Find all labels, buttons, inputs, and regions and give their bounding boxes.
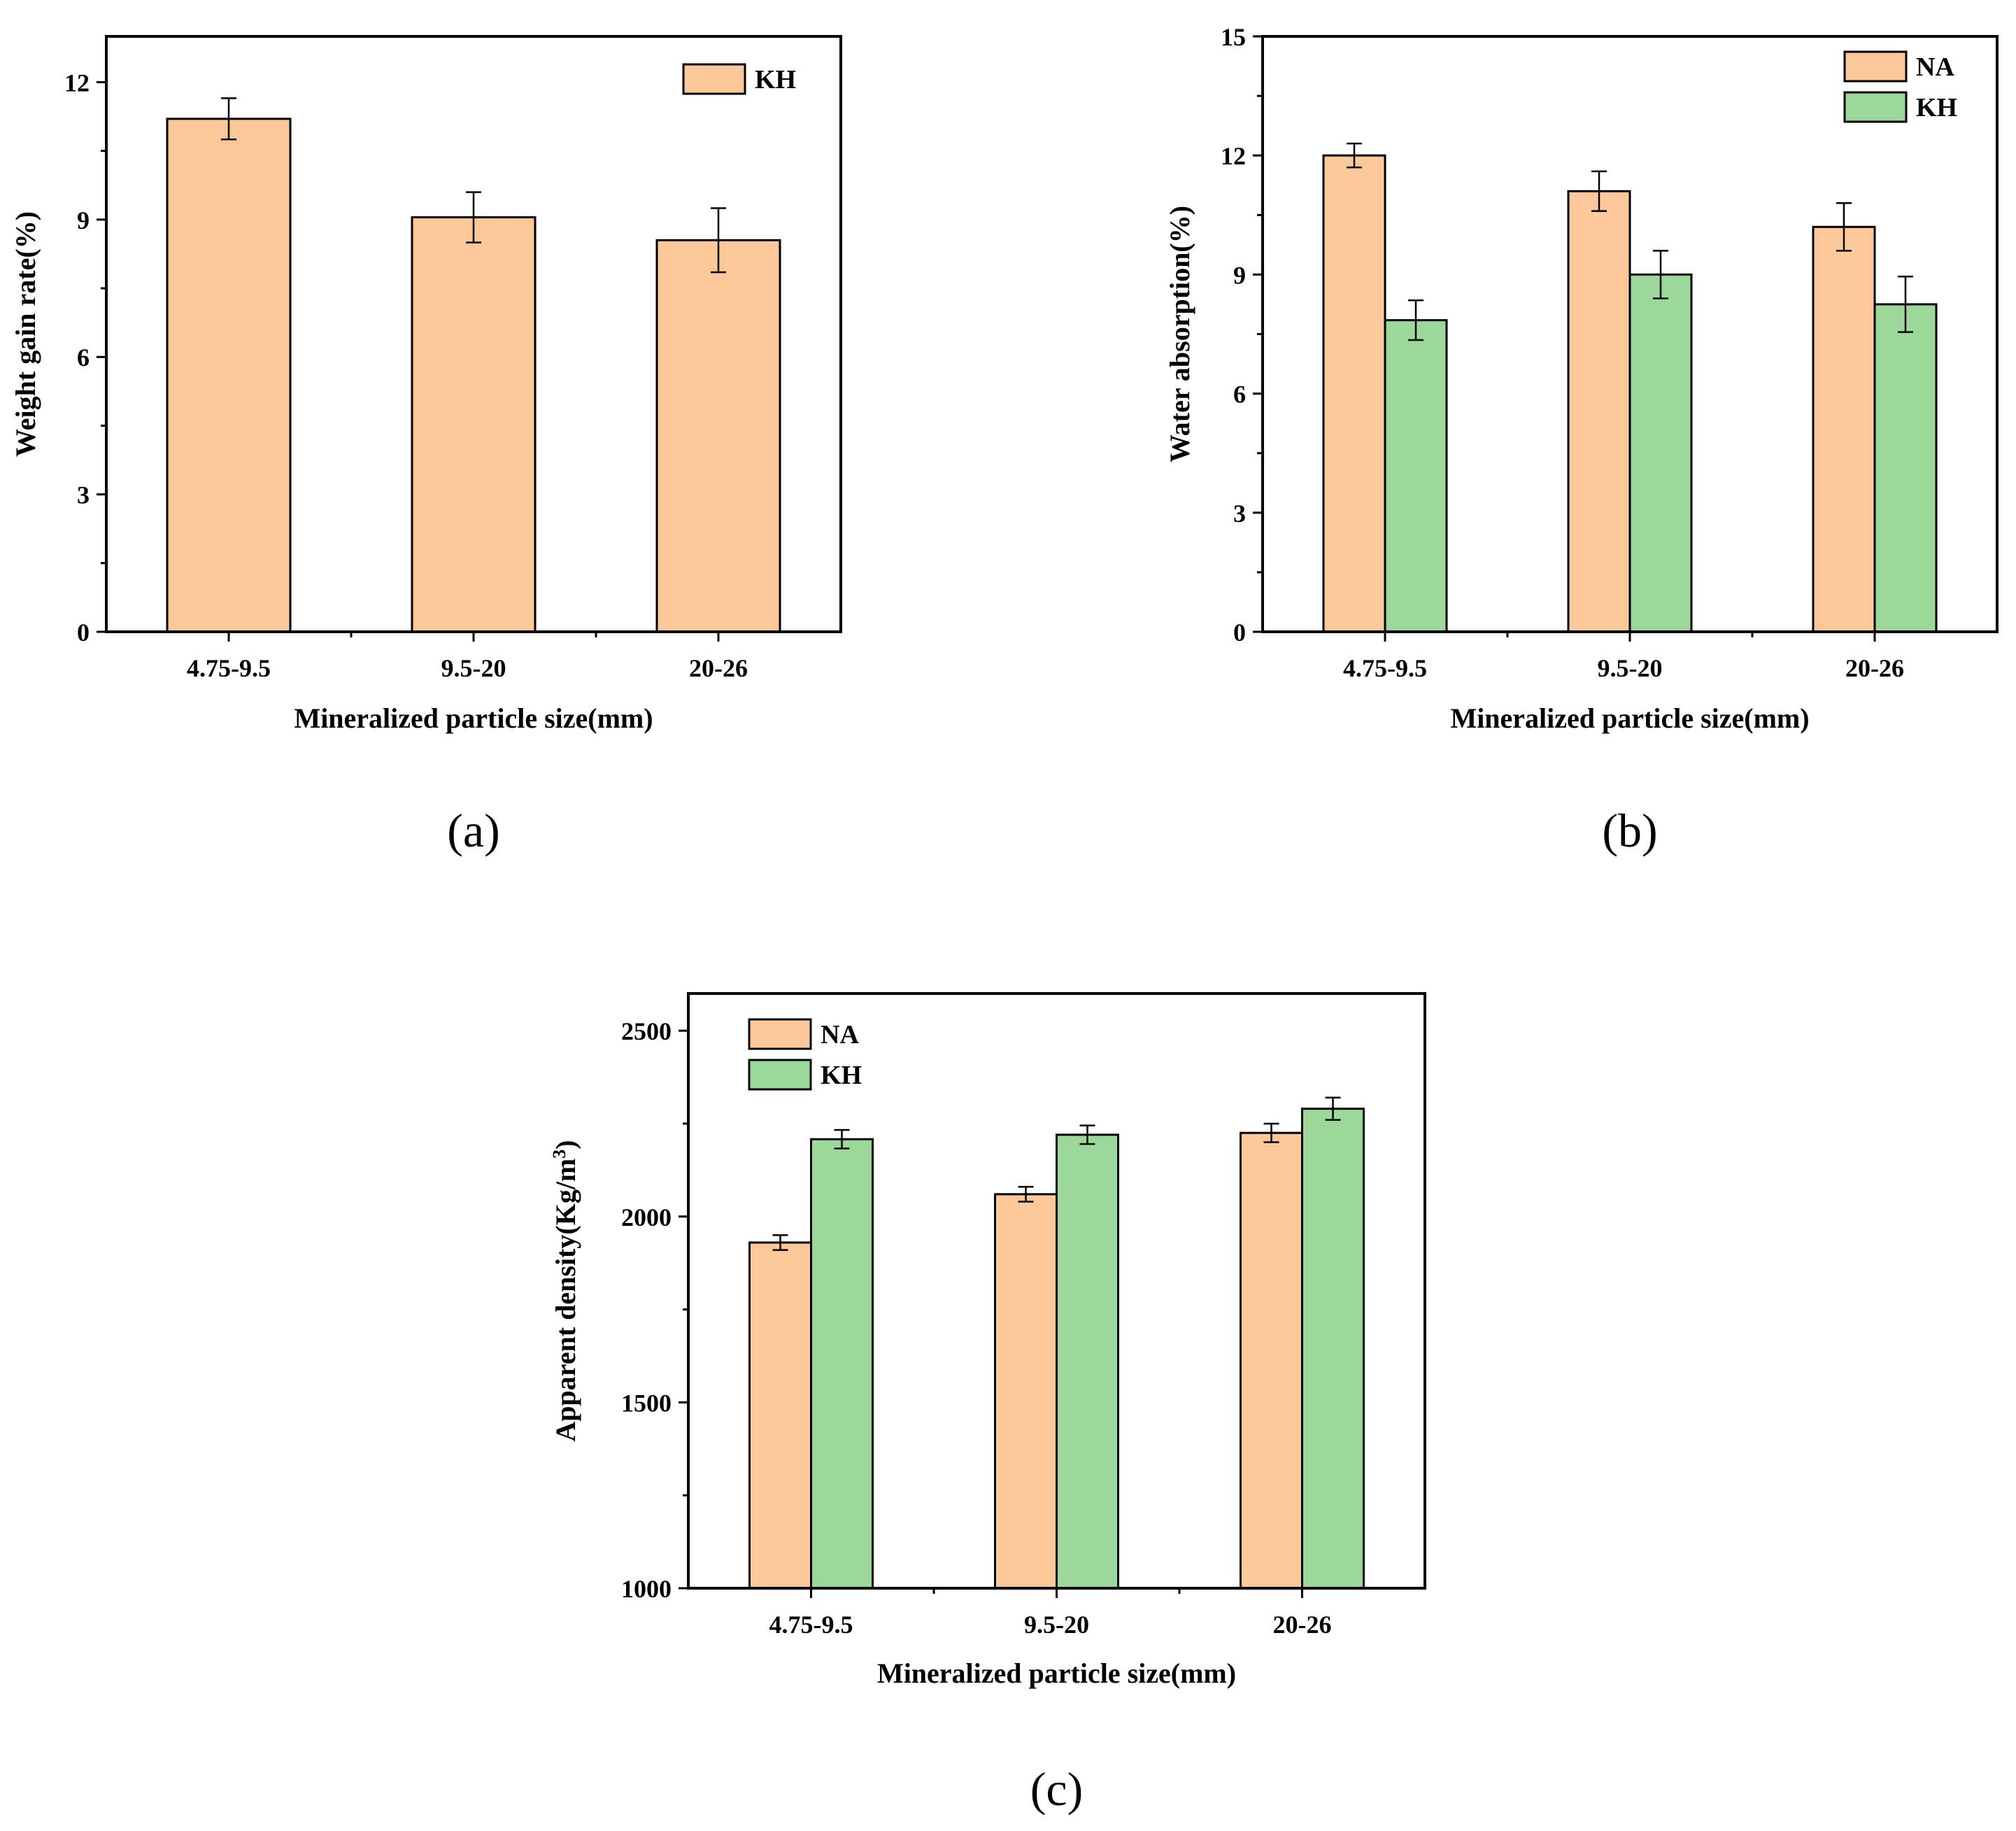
legend-swatch-na	[1843, 50, 1908, 83]
legend-label-na: NA	[821, 1020, 859, 1049]
legend-swatch-kh	[682, 63, 746, 95]
y-tick-label: 2500	[621, 1017, 672, 1045]
y-axis-title-text: Apparent density(Kg/m	[550, 1159, 581, 1442]
y-axis-title-close: )	[550, 1140, 581, 1149]
y-tick-label: 3	[77, 481, 90, 509]
panel-label: (c)	[1030, 1762, 1083, 1816]
legend-swatch-kh	[1843, 91, 1908, 123]
bar-kh-1	[166, 118, 292, 633]
y-tick-label: 9	[77, 206, 90, 234]
x-tick-label: 4.75-9.5	[769, 1611, 853, 1639]
y-tick-label: 6	[1233, 381, 1246, 409]
panel-label: (b)	[1602, 804, 1657, 857]
x-tick-label: 9.5-20	[441, 654, 506, 682]
y-axis-title: Water absorption(%)	[1164, 206, 1195, 462]
y-tick-label: 2000	[621, 1203, 672, 1231]
bar-na-3	[1240, 1131, 1303, 1590]
x-tick-label: 4.75-9.5	[1343, 654, 1427, 682]
bar-na-3	[1812, 225, 1876, 633]
bar-na-1	[748, 1241, 812, 1590]
y-tick-label: 1500	[621, 1389, 672, 1417]
legend-label-kh: KH	[821, 1061, 862, 1090]
legend-label-kh: KH	[1916, 93, 1957, 122]
y-tick-label: 1000	[621, 1575, 672, 1603]
chart-panel-a: 0 3 6 9 12 4.75-9.5 9.5-20 20-26 Mineralized par…	[10, 35, 842, 857]
bar-na-2	[994, 1193, 1058, 1590]
bar-kh-1	[810, 1138, 874, 1590]
y-axis-title-text: Water absorption(%)	[1164, 206, 1195, 462]
bar-kh-1	[1384, 319, 1448, 633]
bar-kh-2	[411, 216, 537, 633]
x-tick-label: 20-26	[689, 654, 748, 682]
bar-kh-3	[655, 239, 781, 633]
bar-kh-3	[1301, 1108, 1365, 1590]
panel-label: (a)	[447, 804, 499, 857]
x-tick-label: 20-26	[1273, 1611, 1332, 1639]
y-tick-label: 0	[1233, 618, 1246, 646]
chart-panel-c: 1000 1500 2000 2500 4.75-9.5 9.5-20 20-26 Miner…	[549, 992, 1426, 1816]
bar-kh-2	[1056, 1133, 1119, 1590]
legend-label-na: NA	[1916, 52, 1954, 82]
y-tick-label: 9	[1233, 261, 1246, 289]
x-tick-label: 9.5-20	[1598, 654, 1663, 682]
x-tick-label: 20-26	[1845, 654, 1904, 682]
bar-na-2	[1567, 190, 1631, 633]
y-axis-title: Apparent density(Kg/m3)	[549, 1140, 581, 1441]
y-tick-label: 3	[1233, 500, 1246, 528]
chart-panel-b: 0 3 6 9 12 15 4.75-9.5 9.5-20 20-26 Mineralized p…	[1164, 23, 1999, 857]
y-axis-title-superscript: 3	[549, 1150, 569, 1159]
y-tick-label: 12	[64, 69, 90, 97]
x-tick-label: 4.75-9.5	[187, 654, 271, 682]
bar-na-1	[1322, 154, 1386, 633]
bar-kh-2	[1628, 273, 1693, 633]
bar-kh-3	[1873, 303, 1938, 633]
x-axis-title: Mineralized particle size(mm)	[877, 1657, 1236, 1689]
y-tick-label: 0	[77, 618, 90, 646]
y-tick-label: 12	[1221, 142, 1246, 170]
y-axis-title: Weight gain rate(%)	[10, 211, 41, 457]
x-axis-title: Mineralized particle size(mm)	[1450, 702, 1809, 734]
y-tick-label: 6	[77, 344, 90, 372]
legend-label-kh: KH	[755, 65, 796, 94]
legend-swatch-na	[748, 1018, 812, 1050]
y-tick-label: 15	[1221, 23, 1246, 51]
legend-swatch-kh	[748, 1059, 812, 1091]
x-axis-title: Mineralized particle size(mm)	[294, 702, 653, 734]
y-axis-title-text: Weight gain rate(%)	[10, 211, 41, 457]
x-tick-label: 9.5-20	[1024, 1611, 1089, 1639]
